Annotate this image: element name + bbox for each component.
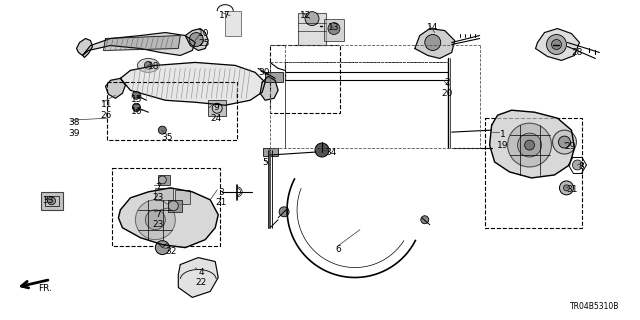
Text: 18: 18 [148,62,160,71]
Bar [175,190,190,204]
Text: 2
20: 2 20 [442,78,453,98]
Circle shape [47,197,56,205]
Circle shape [315,143,329,157]
Circle shape [525,140,534,150]
Text: 32: 32 [165,247,177,256]
Text: 7
23: 7 23 [152,183,164,202]
Text: 5: 5 [262,158,268,167]
Circle shape [145,210,165,230]
Polygon shape [536,28,579,60]
Bar [324,19,344,41]
Circle shape [559,181,573,195]
Circle shape [168,201,179,211]
Text: 35: 35 [161,133,173,142]
Text: 34: 34 [325,148,337,157]
Circle shape [552,40,561,50]
Circle shape [547,35,566,54]
Text: 16: 16 [131,107,143,116]
Bar [158,175,170,185]
Bar [263,148,278,156]
Text: 8: 8 [579,162,584,171]
Bar [168,200,182,212]
Polygon shape [118,188,218,248]
Circle shape [572,160,582,170]
Text: 7
23: 7 23 [152,210,164,229]
Circle shape [425,35,441,51]
Circle shape [518,133,541,157]
Circle shape [145,61,152,69]
Text: 15: 15 [131,95,143,104]
Bar [113,168,220,246]
Text: 4
22: 4 22 [195,268,207,287]
Circle shape [552,130,577,154]
Text: FR.: FR. [38,284,52,293]
Circle shape [563,185,570,191]
Circle shape [158,176,166,184]
Text: 29: 29 [564,142,576,151]
Text: 28: 28 [572,49,583,58]
Text: 14: 14 [427,23,438,32]
Circle shape [189,33,204,46]
Bar [156,188,173,200]
Bar [225,11,241,36]
Polygon shape [260,76,278,100]
Circle shape [132,91,140,99]
Circle shape [156,241,170,255]
Text: 1
19: 1 19 [497,130,508,149]
Polygon shape [77,38,93,58]
Text: TR04B5310B: TR04B5310B [570,302,620,311]
Bar [208,100,226,116]
Text: 31: 31 [566,185,578,194]
Circle shape [305,12,319,26]
Text: 38
39: 38 39 [68,118,80,138]
Text: 33: 33 [43,196,54,205]
Text: 3
21: 3 21 [215,188,227,207]
Text: 17: 17 [220,11,230,20]
Polygon shape [186,28,208,51]
Text: 30: 30 [258,68,269,77]
Text: 10
25: 10 25 [198,28,210,48]
Bar [45,196,59,206]
Bar [270,45,340,113]
Text: 6: 6 [335,244,340,254]
Circle shape [132,103,140,111]
Circle shape [279,207,289,217]
Polygon shape [83,33,195,55]
Text: 9
24: 9 24 [210,103,221,123]
Circle shape [136,200,175,240]
Circle shape [328,23,340,35]
Circle shape [508,123,552,167]
Polygon shape [120,62,265,105]
Polygon shape [104,36,180,51]
Circle shape [420,216,429,224]
Text: 12: 12 [300,11,312,20]
Polygon shape [106,78,125,98]
Circle shape [158,126,166,134]
Bar [40,192,63,210]
Text: 11
26: 11 26 [100,100,112,120]
Circle shape [559,136,570,148]
Bar [484,118,582,228]
Polygon shape [179,258,218,297]
Bar [265,72,283,82]
Text: 13: 13 [328,23,339,32]
Polygon shape [415,28,454,59]
Polygon shape [490,110,575,178]
Bar [298,13,326,44]
Ellipse shape [138,59,159,72]
Bar [108,82,237,140]
